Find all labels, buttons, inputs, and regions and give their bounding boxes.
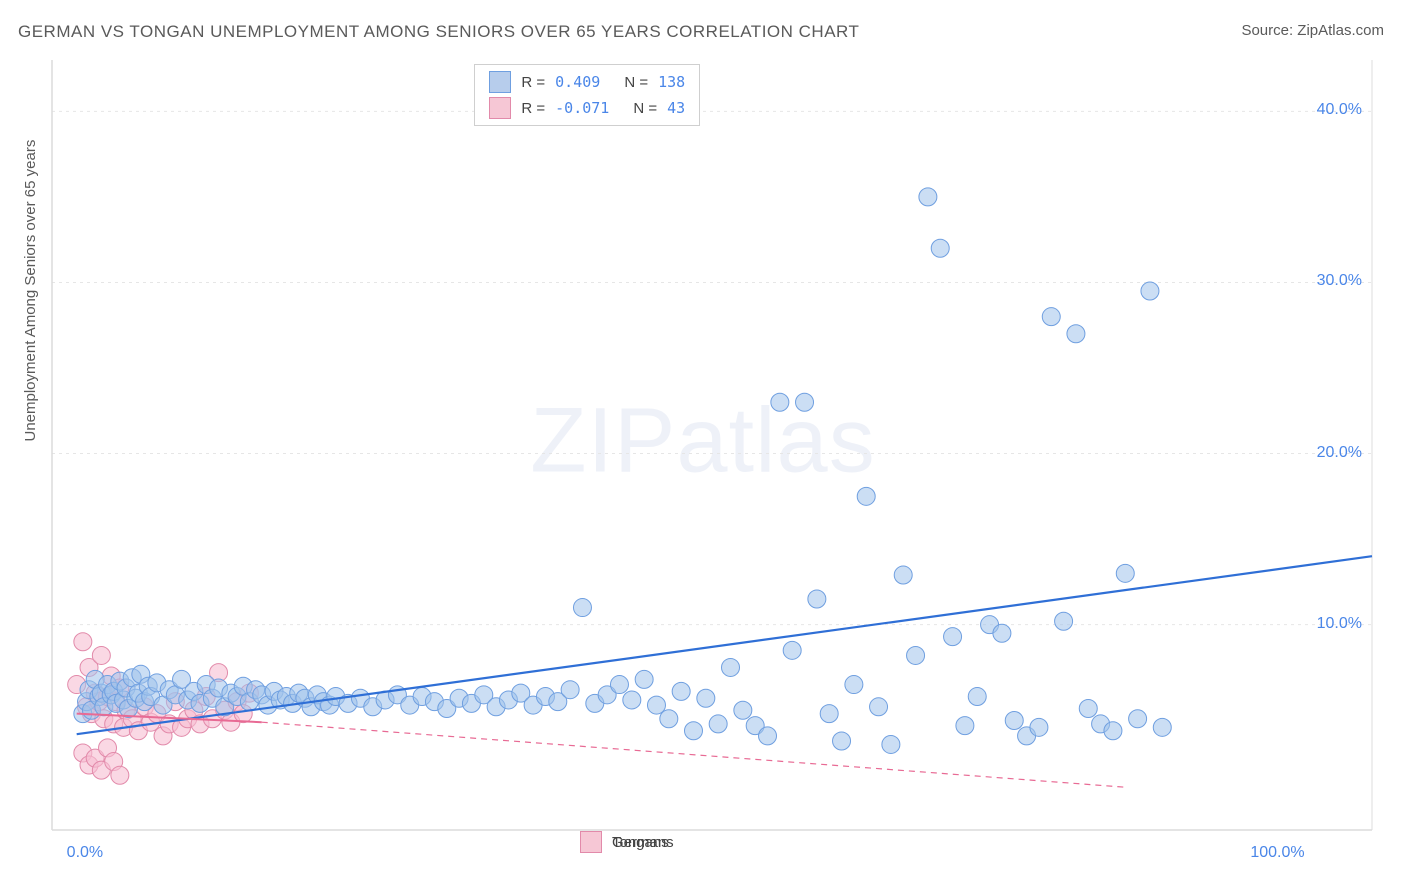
legend-row: R = 0.409 N = 138 bbox=[489, 71, 685, 93]
scatter-plot bbox=[0, 0, 1406, 892]
legend-n-value: 138 bbox=[658, 73, 685, 91]
legend-n-value: 43 bbox=[667, 99, 685, 117]
legend-row: R = -0.071 N = 43 bbox=[489, 97, 685, 119]
x-tick-label: 0.0% bbox=[67, 844, 103, 862]
legend-r-label: R = bbox=[521, 100, 545, 117]
series-legend-item: Tongans bbox=[580, 831, 669, 853]
y-tick-label: 20.0% bbox=[1302, 444, 1362, 462]
legend-swatch bbox=[580, 831, 602, 853]
x-tick-label: 100.0% bbox=[1250, 844, 1304, 862]
legend-swatch bbox=[489, 97, 511, 119]
legend-r-label: R = bbox=[521, 74, 545, 91]
legend-r-value: 0.409 bbox=[555, 73, 600, 91]
y-tick-label: 40.0% bbox=[1302, 101, 1362, 119]
legend-n-label: N = bbox=[633, 100, 657, 117]
series-legend-label: Tongans bbox=[612, 834, 669, 851]
legend-n-label: N = bbox=[624, 74, 648, 91]
legend-swatch bbox=[489, 71, 511, 93]
y-tick-label: 10.0% bbox=[1302, 615, 1362, 633]
legend-r-value: -0.071 bbox=[555, 99, 609, 117]
correlation-legend: R = 0.409 N = 138 R = -0.071 N = 43 bbox=[474, 64, 700, 126]
y-tick-label: 30.0% bbox=[1302, 272, 1362, 290]
